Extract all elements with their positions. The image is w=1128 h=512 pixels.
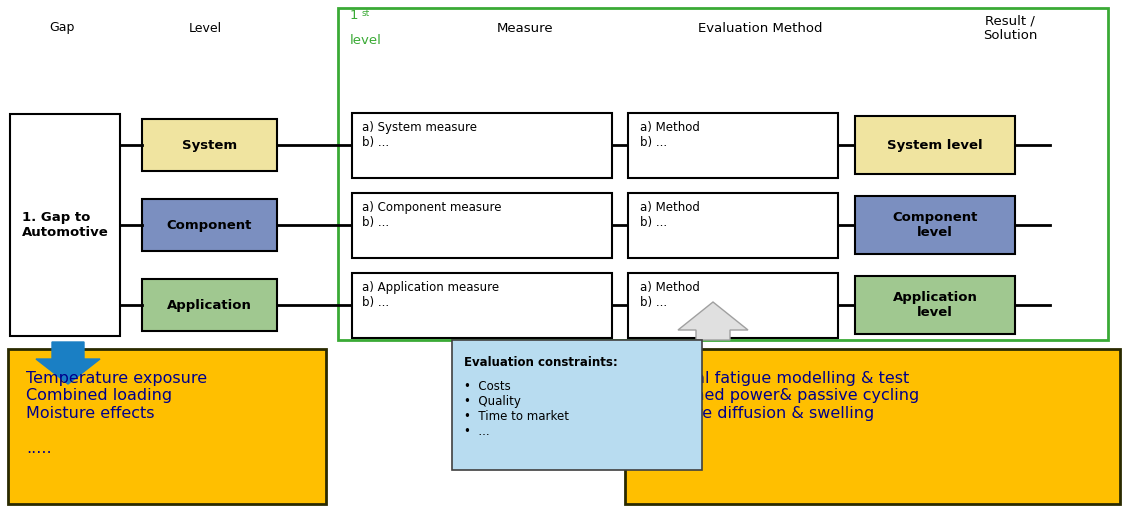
Text: Result /
Solution: Result / Solution [982, 14, 1037, 42]
Bar [452, 340, 702, 470]
Text: a) Method
b) ...: a) Method b) ... [640, 201, 699, 229]
Text: 1: 1 [350, 9, 359, 22]
Text: Evaluation constraints:: Evaluation constraints: [464, 356, 618, 369]
Text: •  Costs
•  Quality
•  Time to market
•  ...: • Costs • Quality • Time to market • ... [464, 380, 569, 438]
Text: Component
level: Component level [892, 211, 978, 239]
Polygon shape [678, 302, 748, 340]
Text: Evaluation Method: Evaluation Method [698, 22, 822, 34]
Text: Component: Component [167, 219, 253, 231]
Text: Application
level: Application level [892, 291, 978, 319]
Text: a) System measure
b) ...: a) System measure b) ... [362, 121, 477, 149]
Text: Measure: Measure [496, 22, 554, 34]
Text: a) Application measure
b) ...: a) Application measure b) ... [362, 281, 499, 309]
Bar [628, 113, 838, 178]
Text: System level: System level [888, 139, 982, 152]
Bar [142, 119, 277, 171]
Text: a) Method
b) ...: a) Method b) ... [640, 281, 699, 309]
Text: Gap: Gap [50, 22, 74, 34]
Text: level: level [350, 33, 382, 47]
Text: Level: Level [188, 22, 221, 34]
Bar [855, 196, 1015, 254]
Bar [8, 349, 326, 504]
Text: Application: Application [167, 298, 252, 311]
Bar [855, 116, 1015, 174]
Text: a) Method
b) ...: a) Method b) ... [640, 121, 699, 149]
Bar [142, 199, 277, 251]
Bar [352, 113, 613, 178]
Text: Temperature exposure
Combined loading
Moisture effects

.....: Temperature exposure Combined loading Mo… [26, 371, 208, 456]
Text: Thermal fatigue modelling & test
Combined power& passive cycling
Moisture diffus: Thermal fatigue modelling & test Combine… [643, 371, 919, 456]
Text: st: st [362, 9, 370, 18]
Bar [855, 276, 1015, 334]
Bar [10, 114, 120, 336]
Text: System: System [182, 139, 237, 152]
Bar [625, 349, 1120, 504]
Bar [628, 272, 838, 337]
Bar [352, 193, 613, 258]
Polygon shape [36, 342, 100, 384]
Text: a) Component measure
b) ...: a) Component measure b) ... [362, 201, 502, 229]
Bar [142, 279, 277, 331]
Bar [338, 8, 1108, 340]
Bar [628, 193, 838, 258]
Bar [352, 272, 613, 337]
Text: 1. Gap to
Automotive: 1. Gap to Automotive [21, 211, 108, 239]
